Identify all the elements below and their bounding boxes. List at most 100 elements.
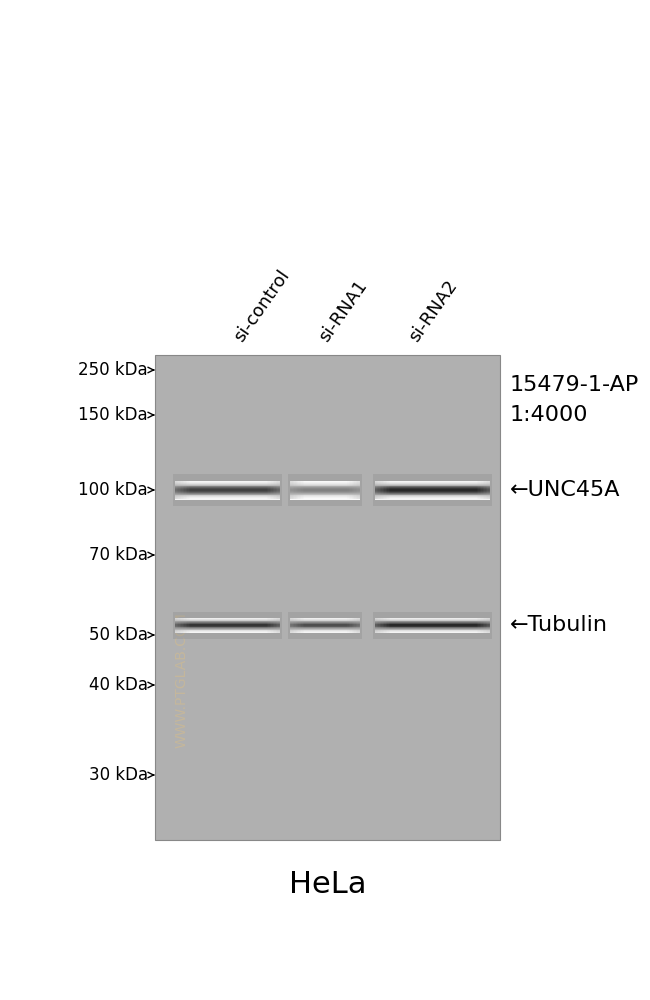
Bar (298, 617, 300, 633)
Bar (375, 620, 490, 622)
Bar (175, 630, 280, 631)
Text: WWW.PTGLAB.COM: WWW.PTGLAB.COM (175, 612, 189, 748)
Bar (294, 481, 296, 499)
Bar (292, 617, 294, 633)
Bar (175, 496, 280, 498)
Bar (178, 481, 179, 499)
Bar (290, 629, 360, 630)
Bar (354, 617, 356, 633)
Bar (266, 481, 268, 499)
Bar (175, 620, 280, 622)
Bar (265, 481, 266, 499)
Bar (175, 620, 280, 621)
Text: 30 kDa: 30 kDa (89, 766, 148, 784)
Bar (352, 481, 353, 499)
Bar (175, 486, 280, 488)
Bar (184, 617, 185, 633)
Bar (350, 617, 352, 633)
Bar (175, 487, 280, 489)
Bar (353, 481, 354, 499)
Bar (300, 481, 301, 499)
Bar (375, 490, 490, 491)
Bar (375, 481, 376, 499)
Bar (268, 481, 270, 499)
Bar (268, 617, 270, 633)
Bar (175, 624, 280, 626)
Bar (290, 617, 291, 633)
Text: ←Tubulin: ←Tubulin (510, 615, 608, 635)
Bar (375, 627, 490, 629)
Bar (303, 617, 304, 633)
Bar (175, 494, 280, 496)
Bar (375, 489, 490, 490)
Bar (175, 626, 280, 628)
Bar (358, 617, 359, 633)
Bar (179, 481, 181, 499)
Bar (175, 630, 280, 632)
Bar (380, 481, 381, 499)
Bar (375, 492, 490, 493)
Bar (385, 481, 387, 499)
Bar (185, 481, 187, 499)
Bar (276, 617, 277, 633)
Bar (375, 488, 490, 490)
Bar (387, 481, 389, 499)
Bar (290, 492, 360, 493)
Bar (375, 494, 490, 496)
Bar (350, 481, 352, 499)
Bar (290, 618, 360, 619)
Text: ←UNC45A: ←UNC45A (510, 480, 621, 500)
Bar (290, 619, 360, 620)
Bar (476, 481, 478, 499)
Bar (482, 481, 484, 499)
Bar (277, 481, 278, 499)
Bar (290, 493, 360, 494)
Bar (358, 481, 359, 499)
Bar (301, 481, 303, 499)
Bar (375, 619, 490, 620)
Bar (185, 617, 187, 633)
Bar (375, 481, 490, 482)
Bar (175, 631, 280, 632)
Bar (480, 617, 481, 633)
Bar (375, 497, 490, 499)
Bar (290, 483, 360, 484)
Bar (175, 489, 280, 490)
Text: 15479-1-AP
1:4000: 15479-1-AP 1:4000 (510, 375, 639, 425)
Bar (175, 490, 280, 491)
Bar (175, 486, 280, 487)
Bar (290, 486, 360, 488)
Bar (346, 481, 347, 499)
Bar (290, 626, 360, 628)
Bar (376, 617, 378, 633)
Bar (354, 481, 356, 499)
Bar (266, 617, 268, 633)
Bar (175, 626, 280, 627)
Bar (375, 617, 376, 633)
Bar (290, 488, 360, 490)
Bar (381, 617, 382, 633)
Bar (188, 617, 190, 633)
Bar (375, 631, 490, 632)
Bar (353, 617, 354, 633)
Bar (175, 482, 280, 483)
Bar (175, 497, 280, 499)
Bar (184, 481, 185, 499)
Bar (179, 617, 181, 633)
Bar (375, 498, 490, 499)
Bar (173, 611, 282, 639)
Bar (375, 491, 490, 492)
Bar (290, 485, 360, 486)
Bar (183, 617, 184, 633)
Bar (373, 474, 492, 506)
Bar (487, 617, 489, 633)
Bar (297, 617, 298, 633)
Bar (375, 625, 490, 626)
Bar (290, 620, 360, 621)
Bar (373, 611, 492, 639)
Bar (175, 623, 280, 624)
Bar (290, 624, 360, 625)
Bar (375, 482, 490, 483)
Text: si-RNA2: si-RNA2 (405, 277, 461, 345)
Bar (385, 617, 387, 633)
